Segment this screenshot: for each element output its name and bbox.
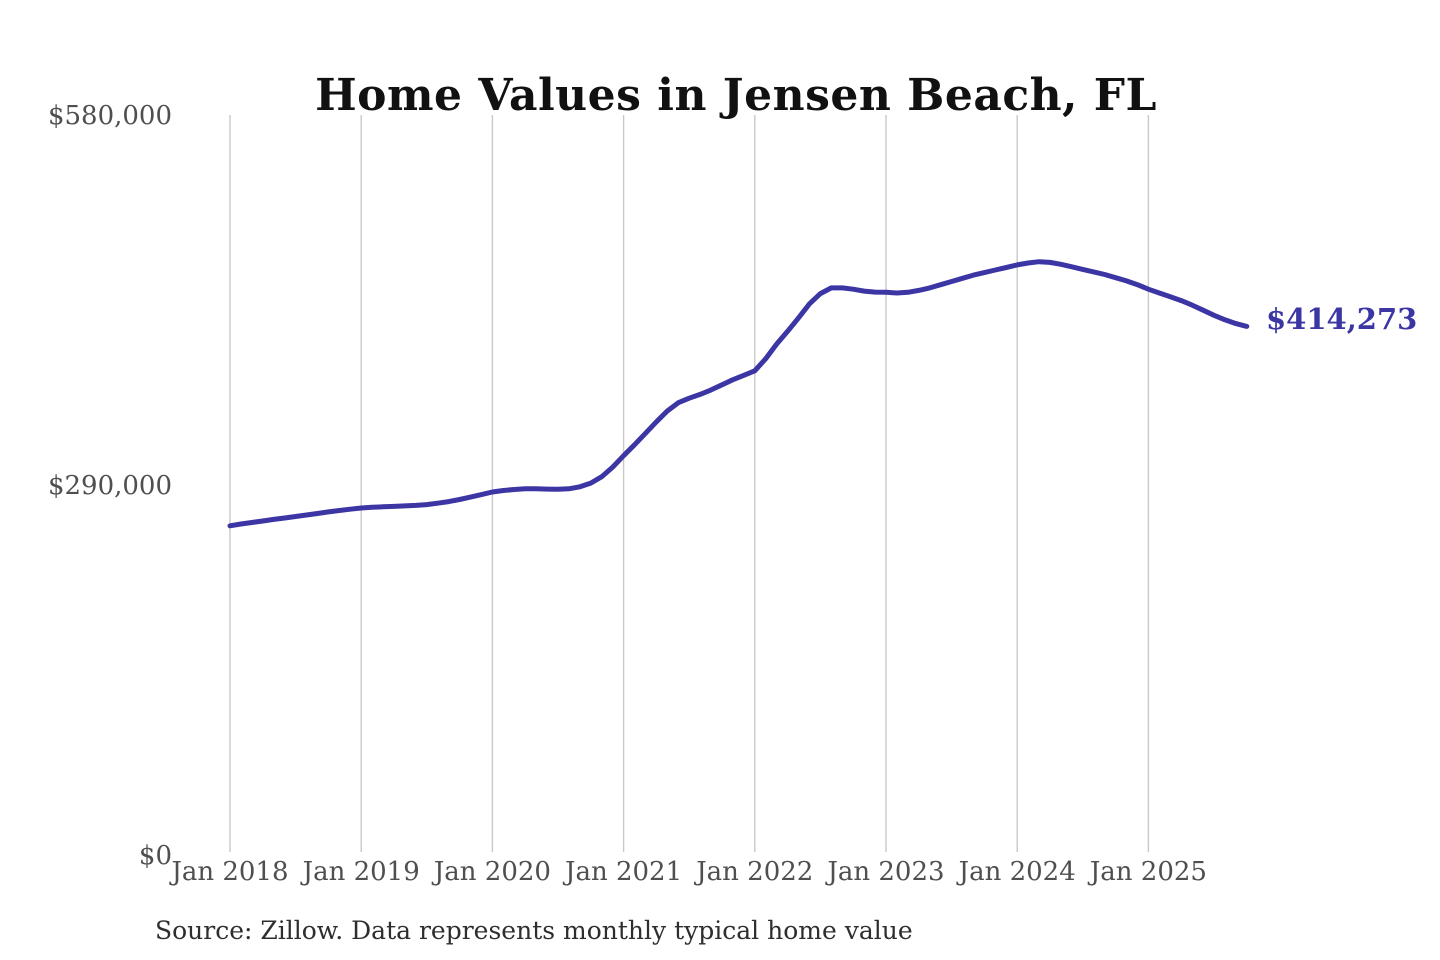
x-tick-label: Jan 2018 — [168, 857, 288, 887]
x-tick-label: Jan 2022 — [693, 857, 813, 887]
x-tick-label: Jan 2019 — [300, 857, 420, 887]
chart-title: Home Values in Jensen Beach, FL — [315, 70, 1157, 122]
home-value-line — [227, 259, 1250, 529]
x-tick-label: Jan 2024 — [956, 857, 1076, 887]
x-tick-label: Jan 2020 — [431, 857, 551, 887]
y-tick-label: $0 — [139, 841, 172, 871]
y-tick-label: $580,000 — [48, 101, 172, 131]
x-tick-label: Jan 2023 — [824, 857, 944, 887]
y-tick-label: $290,000 — [48, 471, 172, 501]
source-note: Source: Zillow. Data represents monthly … — [155, 916, 913, 945]
x-tick-label: Jan 2025 — [1087, 857, 1207, 887]
final-value-label: $414,273 — [1266, 302, 1418, 336]
x-tick-label: Jan 2021 — [562, 857, 682, 887]
